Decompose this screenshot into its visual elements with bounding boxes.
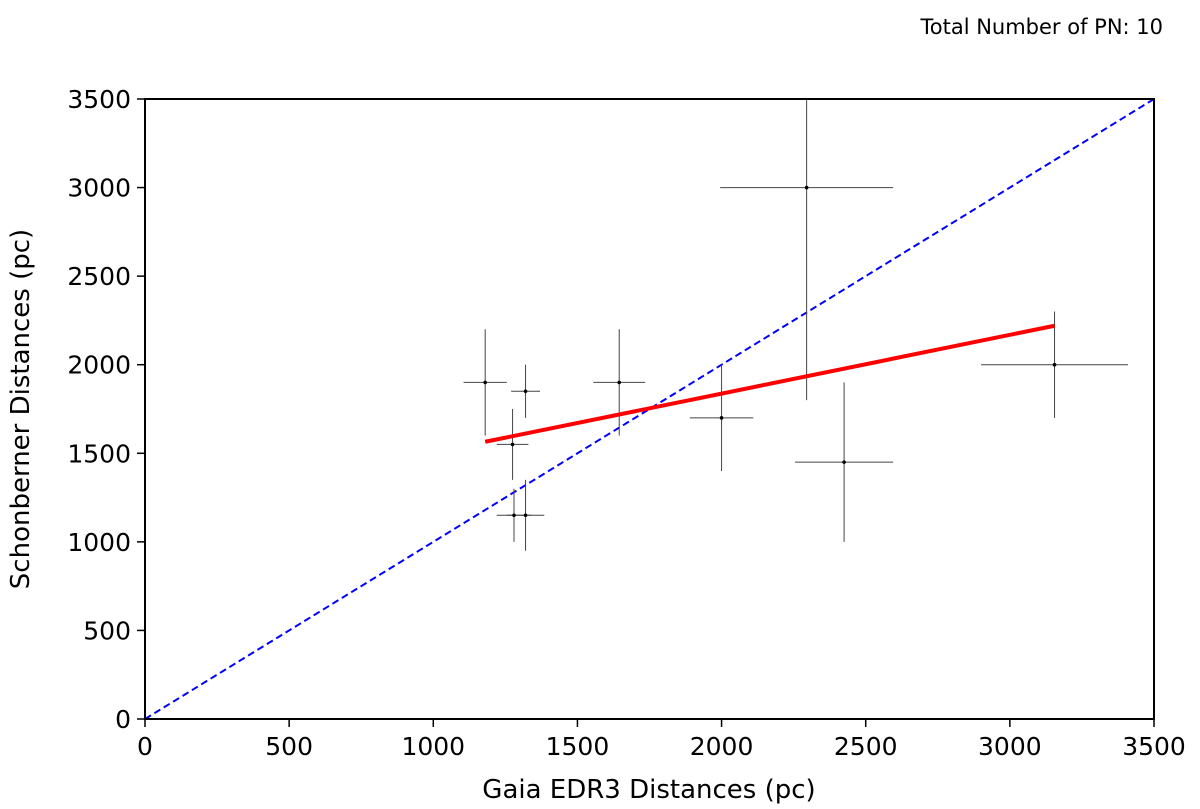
data-point (719, 416, 724, 420)
x-tick-label: 0 (137, 732, 153, 761)
data-point (617, 380, 622, 385)
x-axis-ticks: 0 500 1000 1500 2000 2500 3000 3500 (137, 719, 1186, 761)
y-tick-label: 3000 (67, 174, 131, 203)
fit-line-layer (484, 323, 1055, 444)
plot-area-frame (144, 98, 1155, 720)
y-tick-label: 0 (115, 705, 131, 734)
data-points (483, 185, 1057, 518)
error-bars (463, 99, 1129, 551)
data-point (804, 185, 809, 190)
y-tick-label: 1000 (67, 528, 131, 557)
data-point (842, 460, 846, 464)
y-axis-label: Schonberner Distances (pc) (6, 229, 36, 589)
x-tick-label: 3000 (978, 732, 1042, 761)
data-point (523, 513, 528, 518)
x-axis-label: Gaia EDR3 Distances (pc) (482, 775, 815, 805)
x-tick-label: 1500 (546, 732, 610, 761)
fit-line (484, 323, 1055, 444)
data-point (483, 380, 487, 385)
data-point (523, 389, 528, 394)
total-pn-annotation: Total Number of PN: 10 (919, 15, 1163, 39)
y-tick-label: 2000 (67, 351, 131, 380)
data-point (510, 442, 515, 447)
x-tick-label: 3500 (1122, 732, 1186, 761)
x-tick-label: 2000 (690, 732, 754, 761)
x-tick-label: 2500 (834, 732, 898, 761)
y-axis-ticks: 0 500 1000 1500 2000 2500 3000 3500 (67, 85, 145, 734)
y-tick-label: 2500 (67, 262, 131, 291)
x-tick-label: 500 (265, 732, 313, 761)
data-point (1052, 362, 1057, 367)
y-tick-label: 3500 (67, 85, 131, 114)
y-tick-label: 1500 (67, 439, 131, 468)
x-tick-label: 1000 (401, 732, 465, 761)
y-tick-label: 500 (83, 616, 131, 645)
data-point (512, 513, 516, 518)
